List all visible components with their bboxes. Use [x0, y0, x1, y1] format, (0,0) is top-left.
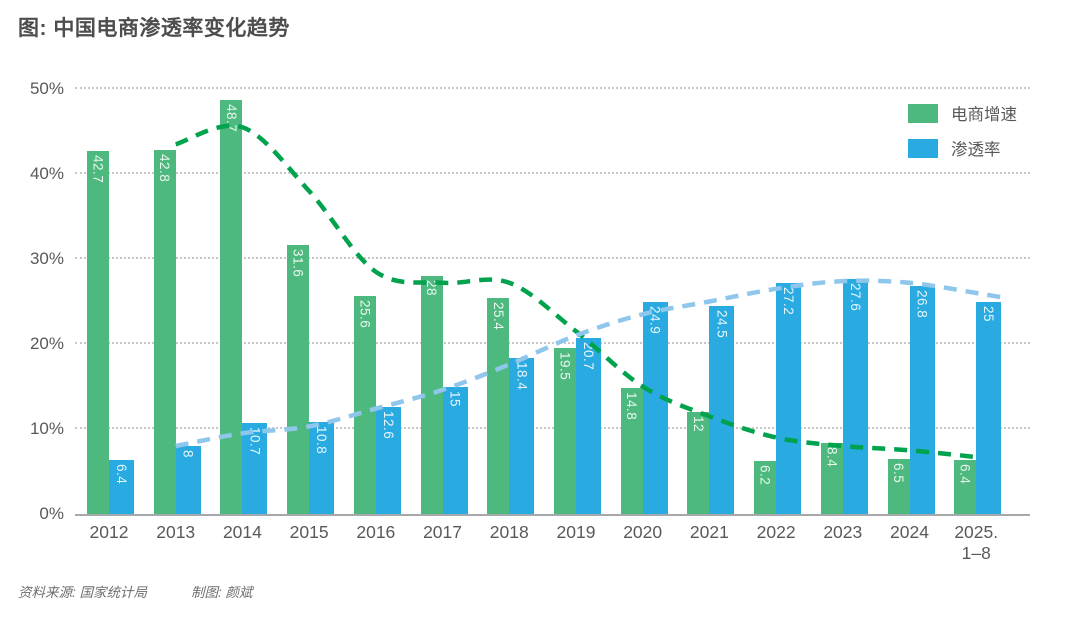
- bar-value-label: 27.6: [847, 283, 863, 312]
- bar-value-label: 31.6: [290, 249, 306, 278]
- bar-penetration-2013: 8: [175, 446, 201, 514]
- x-tick-label-2017: 2017: [423, 522, 463, 542]
- bar-growth-2014: 48.7: [220, 100, 243, 514]
- x-tick-label-2019: 2019: [556, 522, 596, 542]
- chart-title: 图: 中国电商渗透率变化趋势: [18, 17, 290, 40]
- bar-penetration-2025: 25: [976, 301, 1002, 514]
- footer-note: 资料来源: 国家统计局 制图: 颜斌: [18, 581, 297, 601]
- plot-area: 42.7 6.4 42.8 8 48.7 10.7 31.6 10.8 25.6 12.6 28 15…: [75, 87, 1030, 516]
- bar-value-label: 28: [424, 280, 440, 297]
- bar-growth-2015: 31.6: [287, 245, 310, 514]
- bar-value-label: 10.8: [314, 426, 330, 455]
- bar-value-label: 6.5: [891, 462, 907, 484]
- bar-value-label: 12.6: [380, 410, 396, 440]
- y-tick-label-0: 0%: [39, 504, 64, 523]
- bar-growth-2016: 25.6: [353, 296, 376, 514]
- gridline-20: [75, 342, 1030, 344]
- bar-value-label: 42.8: [157, 154, 173, 183]
- bar-penetration-2020: 24.9: [642, 302, 668, 514]
- bar-value-label: 26.8: [914, 290, 930, 319]
- x-tick-label-2015: 2015: [289, 522, 329, 542]
- legend-swatch-penetration: [908, 138, 938, 158]
- gridline-40: [75, 172, 1030, 174]
- bar-value-label: 48.7: [223, 104, 239, 133]
- bar-penetration-2023: 27.6: [842, 279, 868, 514]
- bar-value-label: 20.7: [580, 342, 596, 371]
- bar-value-label: 25.4: [490, 302, 506, 331]
- bar-growth-2024: 6.5: [887, 458, 910, 514]
- y-tick-label-40: 40%: [29, 164, 64, 183]
- legend-item-penetration: 渗透率: [908, 136, 1017, 160]
- bar-growth-2017: 28: [420, 276, 443, 514]
- bar-penetration-2021: 24.5: [709, 305, 735, 514]
- legend-label-growth: 电商增速: [951, 106, 1017, 124]
- bar-growth-2025: 6.4: [954, 459, 977, 514]
- bar-penetration-2015: 10.8: [309, 422, 335, 514]
- bar-value-label: 6.2: [757, 465, 773, 486]
- gridline-50: [75, 87, 1030, 89]
- bar-value-label: 8.4: [824, 446, 840, 467]
- bar-value-label: 25.6: [357, 300, 373, 329]
- x-tick-label-2023: 2023: [823, 522, 863, 542]
- bar-value-label: 19.5: [557, 352, 573, 381]
- x-tick-label-2020: 2020: [623, 522, 663, 542]
- x-tick-label-2025: 2025. 1–8: [954, 522, 999, 563]
- x-tick-label-2013: 2013: [156, 522, 196, 542]
- bar-value-label: 10.7: [247, 427, 263, 456]
- bar-value-label: 15: [447, 390, 463, 407]
- bar-penetration-2014: 10.7: [242, 423, 268, 514]
- bar-value-label: 12: [690, 416, 706, 433]
- bar-value-label: 42.7: [90, 155, 106, 184]
- credit-note: 制图: 颜斌: [191, 585, 253, 600]
- gridline-10: [75, 427, 1030, 429]
- bar-growth-2019: 19.5: [553, 348, 576, 514]
- bar-value-label: 6.4: [957, 463, 973, 484]
- bar-growth-2013: 42.8: [153, 150, 176, 514]
- x-tick-label-2022: 2022: [756, 522, 796, 542]
- bar-penetration-2024: 26.8: [909, 286, 935, 514]
- y-tick-label-10: 10%: [29, 419, 64, 438]
- bar-value-label: 14.8: [624, 392, 640, 421]
- gridline-30: [75, 257, 1030, 259]
- x-tick-label-2018: 2018: [489, 522, 529, 542]
- bar-growth-2018: 25.4: [487, 298, 510, 514]
- x-tick-label-2012: 2012: [89, 522, 129, 542]
- bar-penetration-2019: 20.7: [575, 338, 601, 514]
- bar-growth-2023: 8.4: [820, 442, 843, 514]
- x-axis-line: [75, 514, 1030, 516]
- bar-penetration-2012: 6.4: [109, 459, 134, 514]
- bar-growth-2022: 6.2: [754, 461, 777, 514]
- legend-item-growth: 电商增速: [908, 101, 1017, 125]
- bar-growth-2020: 14.8: [620, 388, 643, 514]
- bar-value-label: 18.4: [514, 361, 530, 390]
- y-tick-label-30: 30%: [29, 249, 64, 268]
- x-tick-label-2021: 2021: [689, 522, 729, 542]
- legend-swatch-growth: [908, 103, 938, 123]
- legend-label-penetration: 渗透率: [951, 141, 1001, 159]
- bar-penetration-2018: 18.4: [509, 357, 535, 514]
- bar-penetration-2017: 15: [442, 386, 468, 514]
- bar-value-label: 6.4: [114, 463, 129, 484]
- x-tick-label-2024: 2024: [890, 522, 929, 542]
- bar-value-label: 27.2: [781, 286, 797, 316]
- bar-value-label: 24.9: [647, 306, 663, 335]
- bar-penetration-2016: 12.6: [375, 406, 401, 514]
- source-note: 资料来源: 国家统计局: [18, 585, 148, 600]
- bar-value-label: 24.5: [714, 309, 730, 339]
- y-tick-label-20: 20%: [29, 334, 64, 353]
- bar-value-label: 25: [981, 305, 997, 322]
- bar-growth-2021: 12: [687, 412, 710, 514]
- bar-penetration-2022: 27.2: [776, 282, 802, 514]
- legend: 电商增速 渗透率: [908, 101, 1017, 171]
- x-tick-label-2016: 2016: [356, 522, 396, 542]
- y-tick-label-50: 50%: [29, 79, 64, 98]
- bar-growth-2012: 42.7: [87, 151, 109, 514]
- x-tick-label-2014: 2014: [222, 522, 262, 542]
- trend-lines-overlay: [174, 123, 1007, 460]
- bar-value-label: 8: [180, 450, 196, 459]
